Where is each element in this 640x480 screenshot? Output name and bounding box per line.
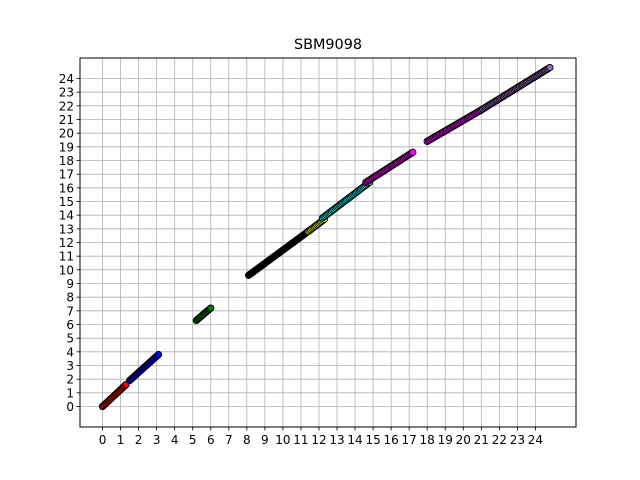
x-tick-label: 24: [528, 433, 543, 447]
series-1: [125, 350, 163, 385]
data-point: [546, 63, 554, 72]
x-tick-label: 5: [189, 433, 197, 447]
y-tick-label: 3: [66, 359, 74, 373]
x-tick-label: 16: [383, 433, 398, 447]
y-tick-label: 8: [66, 291, 74, 305]
x-tick-label: 10: [275, 433, 290, 447]
x-axis: 0 1 2 3 4 5 6 7 8 9 10 11 12 13 14 15 16 17 18 19 20 21 22 23 24: [99, 427, 543, 447]
y-tick-label: 5: [66, 332, 74, 346]
x-tick-label: 9: [261, 433, 269, 447]
x-tick-label: 21: [474, 433, 489, 447]
y-tick-label: 18: [59, 154, 74, 168]
x-tick-label: 17: [402, 433, 417, 447]
y-tick-label: 9: [66, 277, 74, 291]
x-tick-label: 1: [117, 433, 125, 447]
series-7: [423, 106, 485, 146]
x-tick-label: 3: [153, 433, 161, 447]
x-tick-label: 0: [99, 433, 107, 447]
x-tick-label: 23: [510, 433, 525, 447]
x-tick-label: 12: [311, 433, 326, 447]
x-tick-label: 8: [243, 433, 251, 447]
x-tick-label: 13: [329, 433, 344, 447]
x-tick-label: 15: [365, 433, 380, 447]
x-tick-label: 7: [225, 433, 233, 447]
x-tick-label: 18: [420, 433, 435, 447]
y-tick-label: 1: [66, 386, 74, 400]
data-points: [98, 63, 554, 411]
y-tick-label: 14: [59, 209, 74, 223]
y-tick-label: 21: [59, 113, 74, 127]
y-tick-label: 23: [59, 86, 74, 100]
series-0: [98, 380, 130, 411]
series-3: [244, 225, 316, 279]
y-tick-label: 6: [66, 318, 74, 332]
x-tick-label: 19: [438, 433, 453, 447]
y-tick-label: 20: [59, 127, 74, 141]
data-point: [154, 350, 163, 359]
series-2: [192, 304, 215, 325]
x-tick-label: 14: [347, 433, 362, 447]
y-tick-label: 10: [59, 263, 74, 277]
chart-title: SBM9098: [294, 37, 362, 53]
x-tick-label: 6: [207, 433, 215, 447]
y-tick-label: 4: [66, 345, 74, 359]
y-tick-label: 13: [59, 222, 74, 236]
y-tick-label: 12: [59, 236, 74, 250]
y-tick-label: 16: [59, 181, 74, 195]
y-tick-label: 0: [66, 400, 74, 414]
x-tick-label: 4: [171, 433, 179, 447]
y-tick-label: 24: [59, 72, 74, 86]
y-tick-label: 15: [59, 195, 74, 209]
x-tick-label: 11: [293, 433, 308, 447]
grid-lines: [80, 58, 576, 427]
y-tick-label: 19: [59, 140, 74, 154]
data-point: [207, 304, 215, 312]
x-tick-label: 2: [135, 433, 143, 447]
series-6: [362, 148, 417, 187]
y-tick-label: 22: [59, 99, 74, 113]
series-8: [477, 63, 554, 114]
data-point: [409, 148, 417, 156]
y-tick-label: 7: [66, 304, 74, 318]
x-tick-label: 22: [492, 433, 507, 447]
x-tick-label: 20: [456, 433, 471, 447]
y-tick-label: 2: [66, 373, 74, 387]
y-tick-label: 11: [59, 250, 74, 264]
y-tick-label: 17: [59, 168, 74, 182]
